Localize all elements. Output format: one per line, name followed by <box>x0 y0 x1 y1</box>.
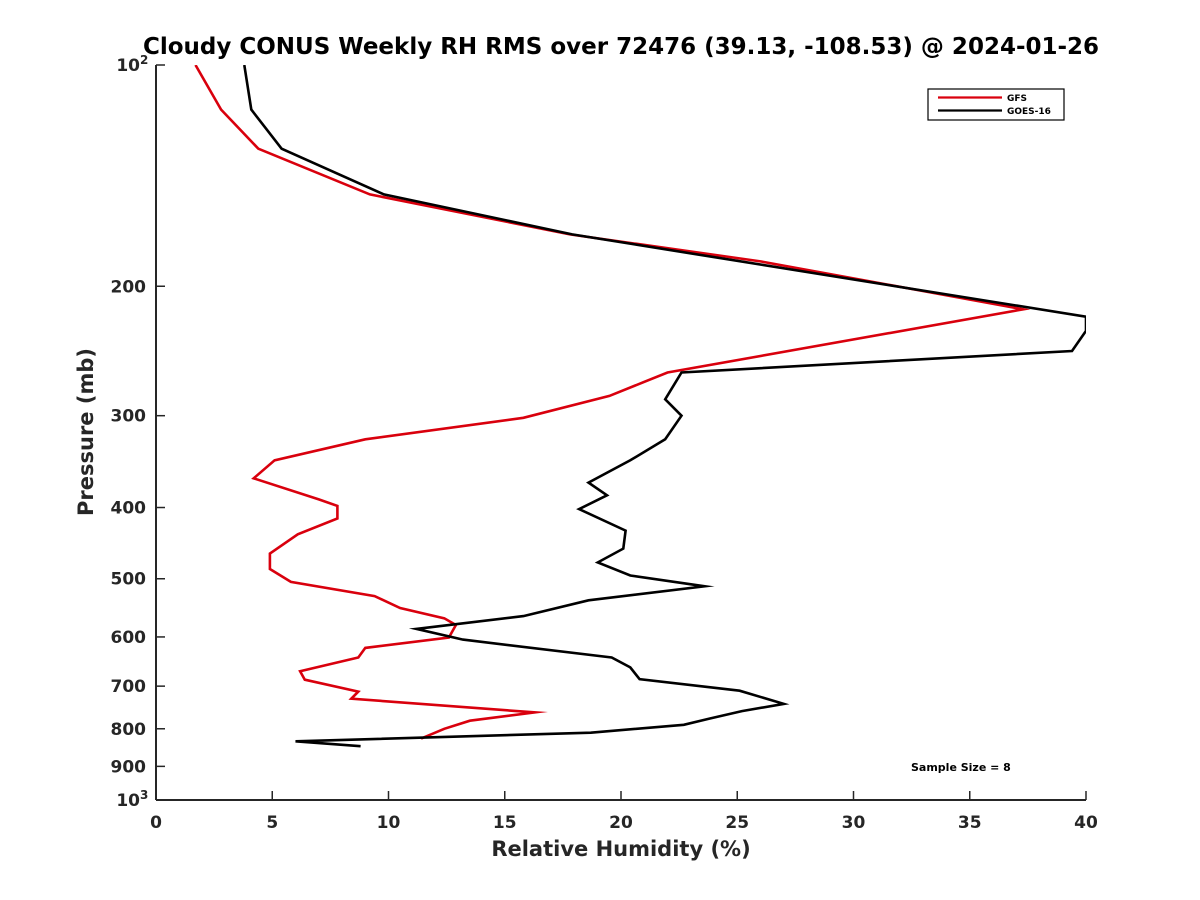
legend-box <box>927 88 1065 121</box>
x-tick-label: 20 <box>609 813 633 833</box>
y-tick-label: 600 <box>111 628 147 648</box>
x-tick-label: 5 <box>266 813 278 833</box>
legend: GFS GOES-16 <box>927 88 1065 121</box>
y-tick-label: 700 <box>111 677 147 697</box>
y-tick-exponent: 2 <box>140 53 148 67</box>
chart-title: Cloudy CONUS Weekly RH RMS over 72476 (3… <box>143 34 1099 60</box>
y-axis-label: Pressure (mb) <box>74 348 98 516</box>
legend-label-gfs: GFS <box>1007 94 1027 104</box>
y-tick-label: 300 <box>111 407 147 427</box>
y-tick-exponent: 3 <box>140 788 148 802</box>
y-tick-label: 400 <box>111 499 147 519</box>
sample-size-annotation: Sample Size = 8 <box>911 761 1011 774</box>
x-tick-label: 15 <box>493 813 517 833</box>
y-tick-label: 200 <box>111 277 147 297</box>
x-tick-label: 40 <box>1074 813 1098 833</box>
plot-area <box>156 65 1086 800</box>
y-tick-label: 800 <box>111 720 147 740</box>
y-tick-label: 10 <box>116 791 140 811</box>
y-tick-label: 900 <box>111 757 147 777</box>
x-tick-label: 10 <box>377 813 401 833</box>
x-tick-label: 35 <box>958 813 982 833</box>
x-tick-label: 25 <box>725 813 749 833</box>
x-tick-label: 0 <box>150 813 162 833</box>
series-line-goes-16 <box>243 65 1086 748</box>
x-tick-label: 30 <box>842 813 866 833</box>
legend-label-goes-16: GOES-16 <box>1007 107 1051 117</box>
y-tick-label: 10 <box>116 56 140 76</box>
y-tick-label: 500 <box>111 570 147 590</box>
x-axis-label: Relative Humidity (%) <box>491 837 750 861</box>
x-ticks: 0 5 10 15 20 25 30 35 40 <box>150 791 1098 833</box>
series-layer <box>194 65 1086 748</box>
